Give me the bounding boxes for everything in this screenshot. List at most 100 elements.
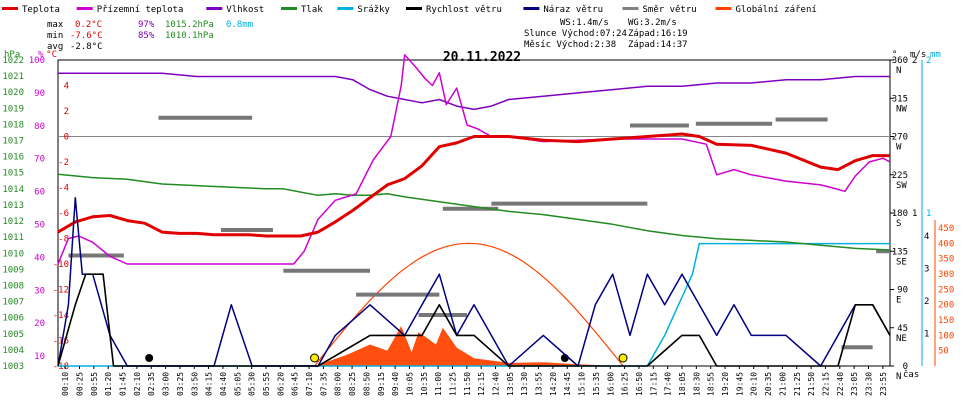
- x-tick-34: 14:20: [549, 372, 558, 396]
- x-tick-32: 13:30: [520, 372, 529, 396]
- x-tick-41: 17:15: [649, 372, 658, 396]
- x-tick-51: 21:25: [793, 372, 802, 396]
- moonrise-marker: [145, 354, 154, 362]
- sunrise-marker: [310, 353, 320, 363]
- stat-wg: WG:3.2m/s: [628, 18, 677, 28]
- x-tick-30: 12:40: [492, 372, 501, 396]
- wind-tick-1: 1: [912, 209, 917, 219]
- temp-tick-6: -8: [58, 235, 69, 245]
- x-tick-5: 02:10: [133, 372, 142, 396]
- x-tick-7: 03:00: [162, 372, 171, 396]
- hpa-tick-15: 1007: [2, 298, 24, 308]
- series-ground-line: [57, 54, 891, 265]
- hpa-tick-7: 1015: [2, 169, 24, 179]
- x-tick-3: 01:20: [104, 372, 113, 396]
- wind-right-tick-1: 3: [924, 265, 929, 275]
- x-tick-47: 19:45: [735, 372, 744, 396]
- stat-avg-label: avg: [47, 42, 63, 52]
- hpa-tick-4: 1018: [2, 120, 24, 130]
- radiation-tick-0: 450: [938, 224, 954, 234]
- x-tick-14: 05:55: [262, 372, 271, 396]
- direction-tick-1: 315: [892, 94, 908, 104]
- wind-right-tick-3: 1: [924, 330, 929, 340]
- x-tick-40: 16:50: [635, 372, 644, 396]
- direction-name-3: SW: [896, 181, 907, 191]
- plot-area: [57, 54, 891, 367]
- stat-max-temp: 0.2°C: [75, 20, 102, 30]
- direction-name-7: NE: [896, 334, 907, 344]
- direction-name-8: N: [896, 372, 901, 382]
- x-tick-28: 11:50: [463, 372, 472, 396]
- stat-min-humidity: 85%: [138, 31, 155, 41]
- temp-tick-9: -14: [53, 311, 69, 321]
- wind-right-tick-2: 2: [924, 297, 929, 307]
- stat-min-label: min: [47, 31, 63, 41]
- stat-sunset: Západ:16:19: [628, 29, 688, 39]
- direction-name-1: NW: [896, 104, 907, 114]
- x-tick-50: 21:00: [778, 372, 787, 396]
- x-tick-16: 06:45: [291, 372, 300, 396]
- x-tick-17: 07:10: [305, 372, 314, 396]
- direction-name-4: S: [896, 219, 901, 229]
- x-tick-56: 23:30: [864, 372, 873, 396]
- x-tick-21: 08:50: [362, 372, 371, 396]
- hpa-tick-1: 1021: [2, 72, 24, 82]
- chart-title: 20.11.2022: [443, 50, 521, 65]
- stat-ws: WS:1.4m/s: [560, 18, 609, 28]
- radiation-area: [314, 326, 624, 366]
- hpa-tick-17: 1005: [2, 330, 24, 340]
- percent-tick-5: 50: [34, 221, 45, 231]
- x-tick-27: 11:25: [448, 372, 457, 396]
- hpa-tick-18: 1004: [2, 346, 24, 356]
- radiation-tick-3: 300: [938, 270, 954, 280]
- direction-tick-3: 225: [892, 171, 908, 181]
- x-tick-29: 12:15: [477, 372, 486, 396]
- hpa-tick-14: 1008: [2, 281, 24, 291]
- wind-right-tick-0: 4: [924, 232, 929, 242]
- stat-max-label: max: [47, 20, 64, 30]
- hpa-tick-16: 1006: [2, 314, 24, 324]
- wind-tick-0: 2: [912, 56, 917, 66]
- x-tick-48: 20:10: [750, 372, 759, 396]
- stat-moonset: Západ:14:37: [628, 40, 688, 50]
- x-tick-23: 09:40: [391, 372, 400, 396]
- legend-swatch-4: [337, 7, 354, 10]
- rain-unit: mm: [930, 50, 941, 60]
- legend-label-3: Tlak: [301, 5, 323, 15]
- direction-name-2: W: [896, 143, 902, 153]
- percent-tick-9: 10: [34, 352, 45, 362]
- x-tick-37: 15:35: [592, 372, 601, 396]
- rain-tick-0: 2: [926, 56, 931, 66]
- legend-swatch-7: [622, 7, 639, 10]
- x-tick-11: 04:40: [219, 372, 228, 396]
- temp-tick-1: 2: [64, 107, 69, 117]
- sun-arc: [314, 242, 624, 367]
- rain-tick-1: 1: [926, 209, 931, 219]
- stats-block: max 0.2°C 97% 1015.2hPa 0.8mm min -7.6°C…: [47, 18, 688, 52]
- percent-tick-0: 100: [29, 56, 45, 66]
- x-tick-10: 04:15: [205, 372, 214, 396]
- percent-tick-1: 90: [34, 89, 45, 99]
- legend-label-0: Teplota: [22, 5, 60, 15]
- percent-tick-6: 40: [34, 253, 45, 263]
- percent-tick-2: 80: [34, 122, 45, 132]
- hpa-tick-13: 1009: [2, 265, 24, 275]
- legend: Teplota Přízemní teplota Vlhkost Tlak Srážky…: [2, 5, 817, 15]
- series-temp-line: [57, 132, 890, 238]
- hpa-unit: hPa: [4, 50, 20, 60]
- direction-name-5: SE: [896, 257, 907, 267]
- direction-unit: °: [892, 50, 897, 60]
- legend-swatch-2: [206, 7, 223, 10]
- x-axis: 00:10 00:25 00:55 01:20 01:45 02:10 02:35 03:00…: [61, 366, 919, 396]
- legend-swatch-8: [715, 7, 732, 10]
- percent-tick-4: 60: [34, 188, 45, 198]
- direction-tick-7: 45: [897, 324, 908, 334]
- radiation-tick-6: 150: [938, 316, 954, 326]
- x-tick-25: 10:35: [420, 372, 429, 396]
- x-tick-33: 13:55: [535, 372, 544, 396]
- x-tick-22: 09:15: [377, 372, 386, 396]
- radiation-tick-5: 200: [938, 301, 954, 311]
- hpa-tick-11: 1011: [2, 233, 24, 243]
- temp-tick-5: -6: [58, 209, 69, 219]
- hpa-tick-9: 1013: [2, 201, 24, 211]
